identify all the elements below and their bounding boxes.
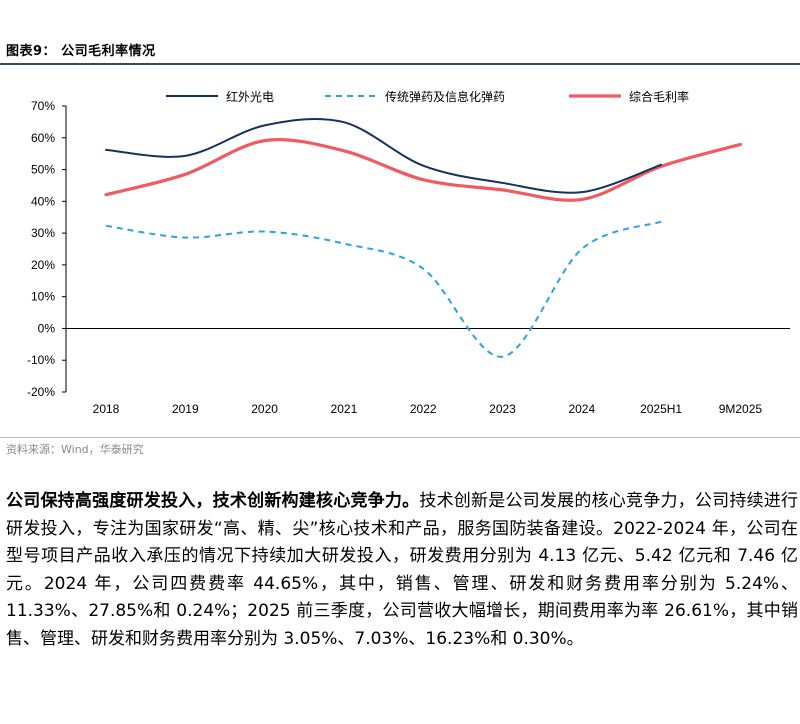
y-tick-label: 40% — [31, 194, 55, 208]
title-divider — [0, 63, 800, 65]
x-tick-label: 2020 — [251, 402, 278, 416]
paragraph-body: 技术创新是公司发展的核心竞争力，公司持续进行研发投入，专注为国家研发“高、精、尖… — [6, 491, 799, 649]
source-note: 资料来源：Wind，华泰研究 — [6, 443, 144, 456]
y-tick-label: 10% — [31, 290, 55, 304]
legend-label: 传统弹药及信息化弹药 — [385, 89, 505, 104]
y-tick-label: 20% — [31, 258, 55, 272]
y-tick-label: -10% — [27, 353, 55, 367]
body-paragraph: 公司保持高强度研发投入，技术创新构建核心竞争力。技术创新是公司发展的核心竞争力，… — [6, 488, 798, 653]
y-tick-label: -20% — [27, 385, 55, 399]
source-divider — [0, 437, 800, 438]
gross-margin-line-chart: 70% 60% 50% 40% 30% 20% 10% 0% -10% -20% 2018 2019… — [27, 89, 790, 416]
x-tick-label: 2019 — [172, 402, 199, 416]
paragraph-lead: 公司保持高强度研发投入，技术创新构建核心竞争力。 — [6, 491, 420, 511]
x-tick-label: 9M2025 — [719, 402, 763, 416]
x-tick-label: 2025H1 — [640, 402, 682, 416]
y-tick-label: 50% — [31, 163, 55, 177]
series-line-2 — [104, 138, 742, 202]
x-tick-label: 2023 — [489, 402, 516, 416]
x-tick-label: 2018 — [93, 402, 120, 416]
x-tick-label: 2022 — [410, 402, 437, 416]
y-tick-label: 30% — [31, 226, 55, 240]
y-tick-label: 60% — [31, 131, 55, 145]
series-line-0 — [105, 117, 663, 194]
x-tick-label: 2024 — [568, 402, 595, 416]
series-line-1 — [105, 220, 662, 358]
figure-title: 图表9： 公司毛利率情况 — [6, 44, 156, 59]
legend-label: 综合毛利率 — [629, 89, 689, 104]
x-tick-label: 2021 — [331, 402, 358, 416]
y-tick-label: 0% — [38, 321, 56, 335]
legend-label: 红外光电 — [226, 89, 274, 104]
y-tick-label: 70% — [31, 99, 55, 113]
